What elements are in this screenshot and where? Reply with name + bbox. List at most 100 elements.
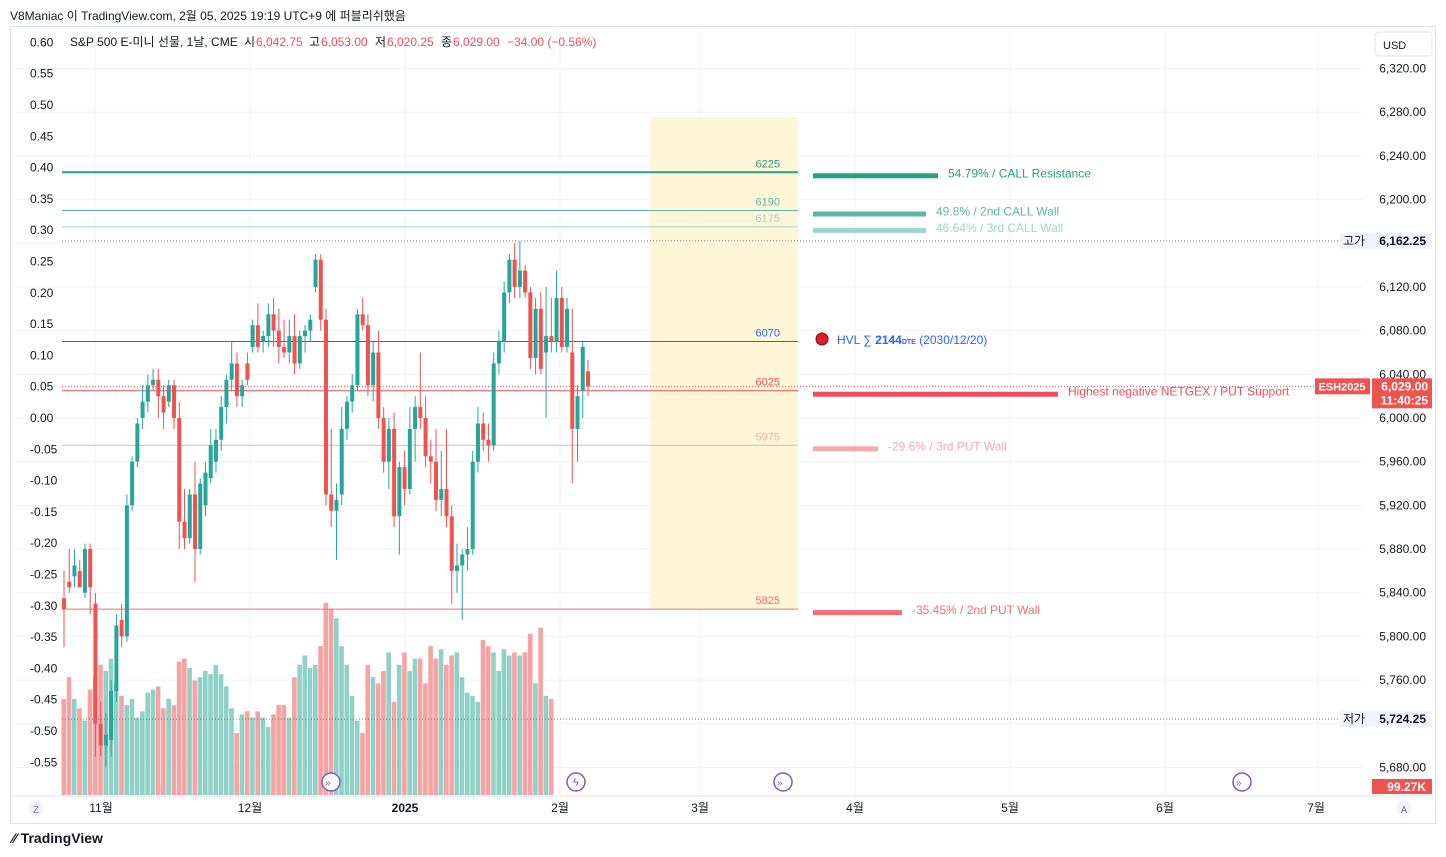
right-tick-label: 6,080.00 [1379, 324, 1426, 338]
candle-body [198, 483, 203, 550]
volume-bar [313, 664, 318, 795]
volume-bar [328, 609, 334, 795]
level-bar-6225 [813, 173, 938, 179]
left-tick-label: 0.15 [30, 317, 54, 331]
currency-label: USD [1383, 40, 1406, 52]
candle-body [203, 472, 208, 506]
candle-body [219, 407, 224, 440]
left-tick-label: -0.10 [30, 474, 58, 488]
volume-bar [119, 695, 124, 795]
candle-body [297, 336, 302, 364]
volume-bar [61, 698, 67, 795]
candle-body [475, 423, 480, 462]
volume-bar [501, 649, 507, 795]
candle-body [177, 418, 182, 522]
volume-bar [344, 664, 350, 795]
volume-bar [129, 698, 135, 795]
candle-body [98, 723, 103, 746]
volume-bar [213, 664, 219, 795]
level-bar-6190 [813, 211, 926, 217]
right-axis[interactable]: 6,320.00 6,280.00 6,240.00 6,200.00 6,120.00… [1315, 62, 1432, 794]
candle-body [350, 385, 355, 402]
volume-bar [412, 658, 418, 795]
legend-high: 6,053.00 [321, 35, 368, 49]
candle-body [397, 467, 402, 517]
candle-body [276, 330, 281, 348]
candle-body [172, 385, 177, 418]
candle-body [334, 499, 339, 511]
legend-symbol: S&P 500 E-미니 선물, 1날, CME [70, 35, 238, 49]
volume-bar [349, 695, 355, 795]
right-tick-label: 6,000.00 [1379, 411, 1426, 425]
volume-bar [145, 692, 150, 795]
volume-bar [255, 711, 260, 795]
left-tick-label: 0.60 [30, 35, 54, 49]
left-tick-label: 0.40 [30, 161, 54, 175]
right-tick-label: 6,240.00 [1379, 149, 1426, 163]
candle-body [229, 363, 234, 380]
volume-bar [307, 667, 313, 795]
earnings-icon: ϟ [566, 772, 586, 792]
candle-body [255, 325, 260, 348]
volume-bar [428, 646, 433, 795]
left-tick-label: -0.50 [30, 724, 58, 738]
legend-high-label: 고 [309, 35, 320, 49]
volume-bar [491, 652, 496, 795]
volume-bar [134, 717, 140, 795]
high-tag [1340, 232, 1432, 249]
volume-bar [187, 667, 192, 795]
candle-body [533, 308, 538, 358]
low-tag [1340, 711, 1432, 728]
volume-bar [286, 717, 292, 795]
candle-body [261, 336, 266, 342]
time-label: 4월 [846, 801, 864, 815]
symbol-tag-label: ESH2025 [1318, 381, 1365, 393]
volume-bar [396, 664, 402, 795]
currency-button[interactable]: USD [1374, 31, 1433, 57]
volume-bar [302, 655, 308, 795]
volume-bar [176, 661, 182, 795]
candle-body [465, 549, 470, 555]
volume-bar [533, 683, 538, 795]
right-tick-label: 5,920.00 [1379, 498, 1426, 512]
dividend-icon: » [321, 772, 341, 792]
candle-body [88, 549, 93, 588]
event-icons[interactable]: » ϟ » » [321, 772, 1252, 792]
volume-bar [71, 698, 77, 795]
volume-bar [218, 674, 224, 795]
level-label-6225: 54.79% / CALL Resistance [948, 166, 1091, 180]
right-tick-label: 6,320.00 [1379, 62, 1426, 76]
highlight-zone [650, 117, 798, 609]
candle-body [517, 270, 522, 287]
left-tick-label: 0.45 [30, 129, 54, 143]
candle-body [544, 336, 549, 353]
candle-body [224, 379, 229, 408]
volume-bar [402, 652, 407, 795]
gex-levels: 6225 54.79% / CALL Resistance 6190 49.8% / … [62, 158, 1290, 617]
candle-body [72, 565, 77, 577]
left-tick-label: -0.40 [30, 661, 58, 675]
level-value-6225: 6225 [756, 158, 780, 170]
left-tick-label: -0.30 [30, 599, 58, 613]
candles [62, 241, 590, 768]
right-tick-label: 5,880.00 [1379, 542, 1426, 556]
tradingview-logo-icon: ⁄⁄ [12, 830, 17, 846]
volume-bar [197, 677, 203, 795]
zoom-button-label: Z [33, 805, 39, 816]
volume-bar [391, 702, 397, 795]
level-bar-6025 [813, 391, 1058, 397]
candle-body [82, 549, 87, 593]
volume-bar [124, 705, 129, 795]
volume-bar [171, 705, 177, 795]
right-tick-label: 5,680.00 [1379, 760, 1426, 774]
candle-body [418, 407, 423, 418]
volume-bar [192, 680, 198, 795]
candle-body [481, 423, 486, 440]
level-label-6175: 46.64% / 3rd CALL Wall [936, 221, 1063, 235]
time-axis[interactable]: 11월 12월 2025 2월 3월 4월 5월 6월 7월 Z A [11, 795, 1435, 817]
left-tick-label: -0.45 [30, 693, 58, 707]
candle-body [166, 385, 171, 402]
candle-body [140, 401, 145, 418]
left-tick-label: 0.05 [30, 380, 54, 394]
